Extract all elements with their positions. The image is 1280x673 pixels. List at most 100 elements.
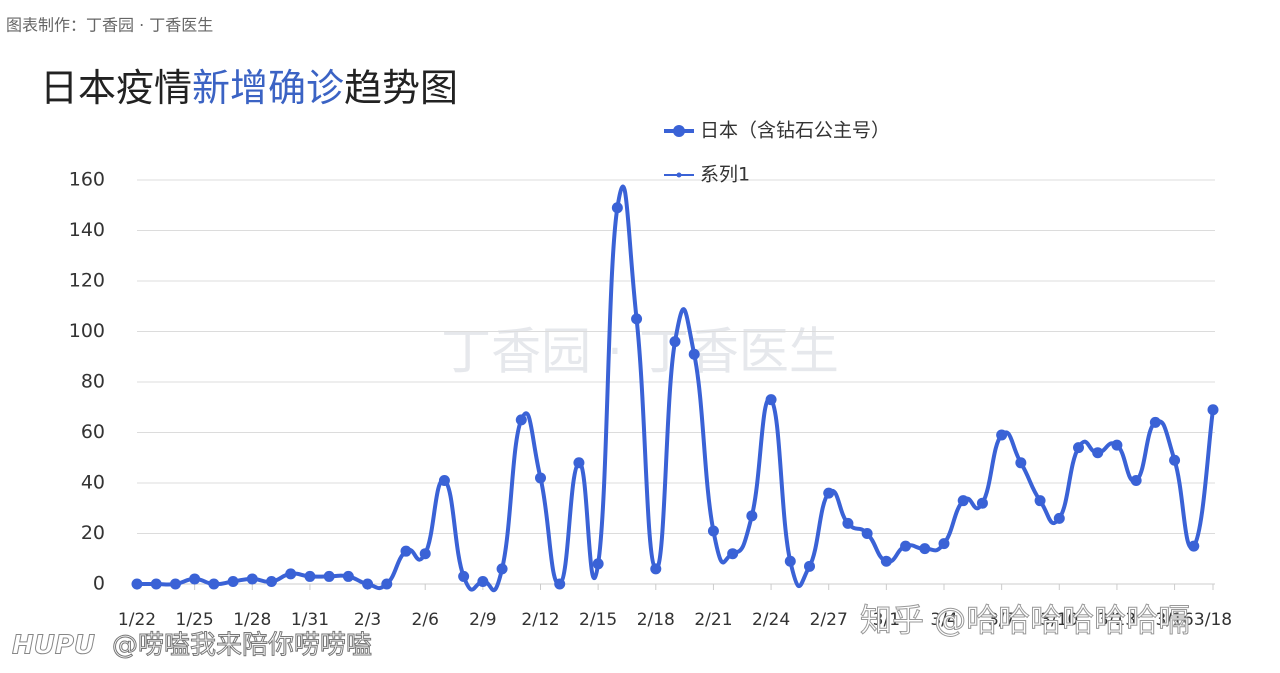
data-point bbox=[419, 548, 431, 560]
x-tick-label: 2/18 bbox=[637, 610, 675, 630]
data-point bbox=[707, 525, 719, 537]
data-point bbox=[765, 394, 777, 406]
data-point bbox=[650, 563, 662, 575]
data-point bbox=[477, 575, 489, 587]
x-tick-label: 2/6 bbox=[412, 610, 439, 630]
data-point bbox=[1130, 474, 1142, 486]
data-point bbox=[1169, 454, 1181, 466]
data-point bbox=[611, 202, 623, 214]
y-tick-label: 60 bbox=[81, 421, 105, 443]
series-line bbox=[137, 184, 1215, 593]
data-point bbox=[150, 578, 162, 590]
data-point bbox=[169, 578, 181, 590]
data-point bbox=[688, 348, 700, 360]
watermark: 知乎 @哈哈哈哈哈哈嗝 bbox=[860, 601, 1190, 639]
data-point bbox=[938, 538, 950, 550]
data-point bbox=[246, 573, 258, 585]
legend-label: 日本（含钻石公主号） bbox=[700, 120, 890, 142]
x-tick-label: 2/21 bbox=[694, 610, 732, 630]
data-point bbox=[131, 578, 143, 590]
data-point bbox=[342, 570, 354, 582]
data-point bbox=[861, 528, 873, 539]
data-point bbox=[208, 578, 220, 590]
x-tick-label: 3/1 bbox=[873, 610, 900, 630]
data-point bbox=[496, 563, 508, 575]
x-tick-label: 3/7 bbox=[988, 610, 1015, 630]
x-tick-label: 2/27 bbox=[810, 610, 848, 630]
data-point bbox=[727, 548, 739, 560]
data-point bbox=[1053, 512, 1065, 524]
data-point bbox=[515, 414, 527, 426]
x-tick-label: 3/10 bbox=[1040, 610, 1078, 630]
data-point bbox=[900, 540, 912, 552]
data-point bbox=[189, 573, 201, 585]
plot: 0 20 40 60 80 100 120 140 160 1/22 1/25 1/28 1/31 2/3… bbox=[69, 120, 1232, 631]
y-tick-label: 160 bbox=[69, 169, 105, 191]
data-point bbox=[592, 558, 604, 570]
data-point bbox=[400, 545, 412, 557]
title-part: 新增确诊 bbox=[192, 66, 344, 110]
data-point bbox=[880, 555, 892, 567]
chart-title: 日本疫情新增确诊趋势图 bbox=[40, 66, 458, 110]
data-point bbox=[323, 570, 335, 582]
data-point bbox=[1034, 495, 1046, 507]
data-point bbox=[996, 429, 1008, 441]
y-tick-label: 140 bbox=[69, 219, 105, 241]
data-point bbox=[381, 578, 393, 590]
data-point bbox=[1073, 442, 1084, 454]
data-point bbox=[784, 555, 796, 567]
watermark: @唠嗑我来陪你唠唠嗑 bbox=[112, 631, 372, 661]
y-tick-label: 80 bbox=[81, 371, 105, 393]
data-point bbox=[1092, 447, 1104, 459]
title-part: 日本疫情 bbox=[40, 66, 192, 110]
data-point bbox=[573, 457, 585, 469]
x-tick-label: 2/15 bbox=[579, 610, 617, 630]
data-point bbox=[842, 517, 854, 529]
x-tick-label: 1/22 bbox=[118, 610, 156, 630]
x-tick-label: 2/3 bbox=[354, 610, 381, 630]
source: 图表制作：丁香园 · 丁香医生 bbox=[6, 16, 213, 35]
data-point bbox=[535, 472, 546, 484]
x-tick-label: 1/31 bbox=[291, 610, 329, 630]
watermark: HUPU bbox=[12, 631, 95, 661]
data-point bbox=[1207, 404, 1219, 416]
data-point bbox=[976, 497, 988, 509]
x-tick-label: 1/25 bbox=[176, 610, 214, 630]
data-point bbox=[304, 570, 316, 582]
legend-marker bbox=[673, 125, 685, 137]
y-tick-label: 20 bbox=[81, 522, 105, 544]
data-point bbox=[1149, 416, 1161, 428]
data-point bbox=[804, 560, 815, 572]
data-point bbox=[554, 578, 566, 590]
data-point bbox=[1188, 540, 1200, 552]
data-point bbox=[746, 510, 758, 522]
data-point bbox=[266, 575, 277, 587]
x-tick-label: 2/24 bbox=[752, 610, 790, 630]
x-tick-label: 2/12 bbox=[521, 610, 559, 630]
data-point bbox=[362, 578, 374, 590]
data-point bbox=[458, 570, 470, 582]
x-tick-label: 3/13 bbox=[1098, 610, 1136, 630]
title-part: 趋势图 bbox=[344, 66, 458, 110]
x-tick-label: 3/18 bbox=[1194, 610, 1232, 630]
data-point bbox=[823, 487, 835, 499]
y-tick-label: 120 bbox=[69, 270, 105, 292]
data-point bbox=[1111, 439, 1123, 451]
data-point bbox=[285, 568, 297, 580]
y-tick-label: 100 bbox=[69, 320, 105, 342]
data-point bbox=[957, 495, 969, 507]
x-tick-label: 2/9 bbox=[469, 610, 496, 630]
data-point bbox=[669, 336, 681, 348]
data-point bbox=[919, 543, 931, 555]
y-tick-label: 40 bbox=[81, 472, 105, 494]
data-point bbox=[631, 313, 643, 325]
data-point bbox=[438, 474, 450, 486]
legend-label: 系列1 bbox=[700, 164, 750, 186]
y-tick-label: 0 bbox=[93, 573, 105, 595]
x-tick-label: 3/4 bbox=[930, 610, 957, 630]
data-point bbox=[1015, 457, 1027, 469]
x-tick-label: 3/16 bbox=[1155, 610, 1193, 630]
legend-marker bbox=[676, 172, 682, 178]
x-tick-label: 1/28 bbox=[233, 610, 271, 630]
